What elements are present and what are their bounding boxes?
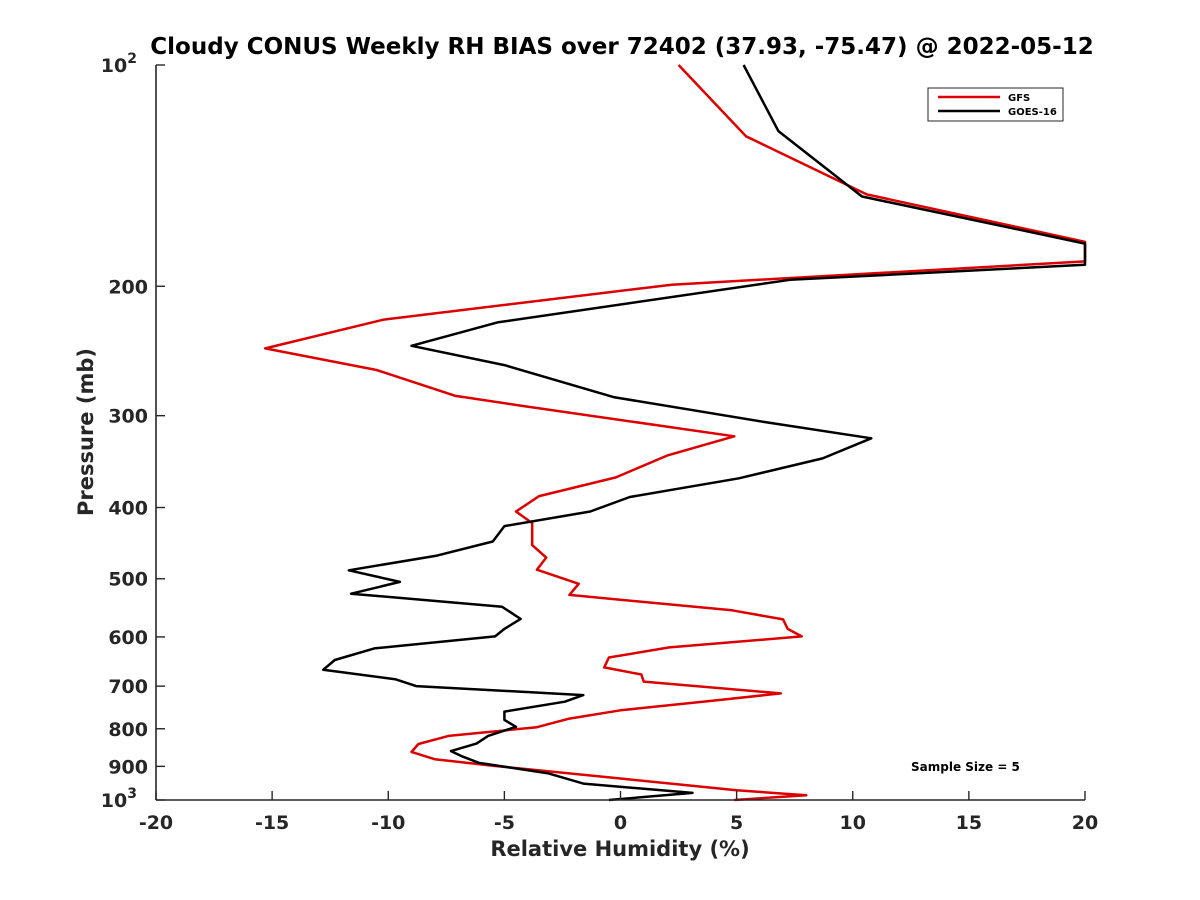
x-tick-label: -20	[139, 812, 173, 834]
y-tick-label: 600	[108, 627, 148, 649]
y-tick-label: 700	[108, 676, 148, 698]
axes	[155, 65, 1085, 801]
y-tick-label: 102	[101, 51, 137, 77]
x-tick-label: 0	[614, 812, 627, 834]
x-tick-label: 5	[730, 812, 743, 834]
legend-label-gfs: GFS	[1008, 93, 1030, 104]
y-axis-label: Pressure (mb)	[74, 348, 98, 516]
x-tick-label: -15	[255, 812, 289, 834]
chart-title: Cloudy CONUS Weekly RH BIAS over 72402 (…	[150, 34, 1093, 60]
series-line-gfs	[263, 64, 1087, 802]
legend-label-goes16: GOES-16	[1008, 107, 1057, 118]
plot-area: -20 -15 -10 -5 0 5 10 15 20 102 200 300 400 500 600 70…	[101, 51, 1098, 834]
x-tick-label: 10	[840, 812, 866, 834]
y-ticks: 102 200 300 400 500 600 700 800 900 103	[101, 51, 165, 812]
sample-size-annotation: Sample Size = 5	[911, 760, 1020, 774]
x-tick-label: 15	[956, 812, 982, 834]
x-tick-label: -10	[371, 812, 405, 834]
x-axis-label: Relative Humidity (%)	[490, 837, 749, 861]
y-tick-label: 200	[108, 276, 148, 298]
y-tick-label: 800	[108, 719, 148, 741]
x-tick-label: -5	[494, 812, 515, 834]
series-line-goes16	[321, 64, 1087, 802]
y-tick-label: 900	[108, 756, 148, 778]
legend: GFS GOES-16	[927, 87, 1064, 122]
y-tick-label: 300	[108, 406, 148, 428]
series-layer	[263, 64, 1087, 802]
y-tick-label: 500	[108, 569, 148, 591]
y-tick-label: 103	[101, 786, 137, 812]
x-ticks: -20 -15 -10 -5 0 5 10 15 20	[139, 791, 1098, 834]
legend-box	[927, 87, 1064, 122]
x-tick-label: 20	[1072, 812, 1098, 834]
y-tick-label: 400	[108, 498, 148, 520]
